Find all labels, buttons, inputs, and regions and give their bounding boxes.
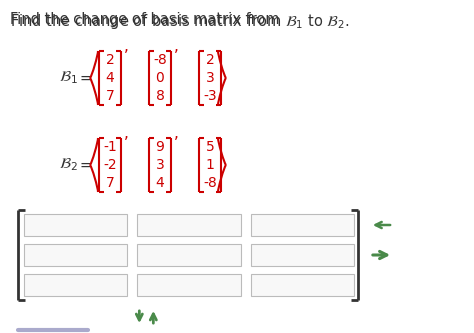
FancyBboxPatch shape bbox=[137, 214, 241, 236]
Text: -1: -1 bbox=[103, 140, 117, 154]
Text: 8: 8 bbox=[155, 89, 164, 103]
Text: -2: -2 bbox=[103, 158, 117, 172]
Text: ,: , bbox=[174, 126, 179, 141]
Text: Find the change of basis matrix from $\mathcal{B}_1$ to $\mathcal{B}_2$.: Find the change of basis matrix from $\m… bbox=[10, 12, 350, 31]
Text: Find the change of basis matrix from: Find the change of basis matrix from bbox=[10, 12, 284, 27]
Text: 0: 0 bbox=[155, 71, 164, 85]
Text: 3: 3 bbox=[155, 158, 164, 172]
FancyBboxPatch shape bbox=[137, 244, 241, 266]
Text: 1: 1 bbox=[206, 158, 214, 172]
Text: ,: , bbox=[124, 39, 129, 54]
Text: 2: 2 bbox=[106, 53, 114, 67]
Text: ,: , bbox=[174, 39, 179, 54]
Text: $\mathcal{B}_2$: $\mathcal{B}_2$ bbox=[59, 157, 78, 173]
Text: -8: -8 bbox=[153, 53, 167, 67]
Text: 3: 3 bbox=[206, 71, 214, 85]
Text: 5: 5 bbox=[206, 140, 214, 154]
Text: -3: -3 bbox=[203, 89, 217, 103]
Text: 7: 7 bbox=[106, 89, 114, 103]
Text: ,: , bbox=[124, 126, 129, 141]
Text: 4: 4 bbox=[155, 176, 164, 190]
FancyBboxPatch shape bbox=[251, 274, 354, 296]
Text: 7: 7 bbox=[106, 176, 114, 190]
FancyBboxPatch shape bbox=[24, 274, 128, 296]
FancyBboxPatch shape bbox=[24, 214, 128, 236]
Text: $\mathcal{B}_1$: $\mathcal{B}_1$ bbox=[59, 70, 78, 86]
Text: 2: 2 bbox=[206, 53, 214, 67]
FancyBboxPatch shape bbox=[251, 244, 354, 266]
Text: 4: 4 bbox=[106, 71, 114, 85]
FancyBboxPatch shape bbox=[137, 274, 241, 296]
FancyBboxPatch shape bbox=[24, 244, 128, 266]
Text: 9: 9 bbox=[155, 140, 164, 154]
FancyBboxPatch shape bbox=[251, 214, 354, 236]
Text: =: = bbox=[80, 71, 92, 86]
Text: -8: -8 bbox=[203, 176, 217, 190]
Text: =: = bbox=[80, 158, 92, 172]
